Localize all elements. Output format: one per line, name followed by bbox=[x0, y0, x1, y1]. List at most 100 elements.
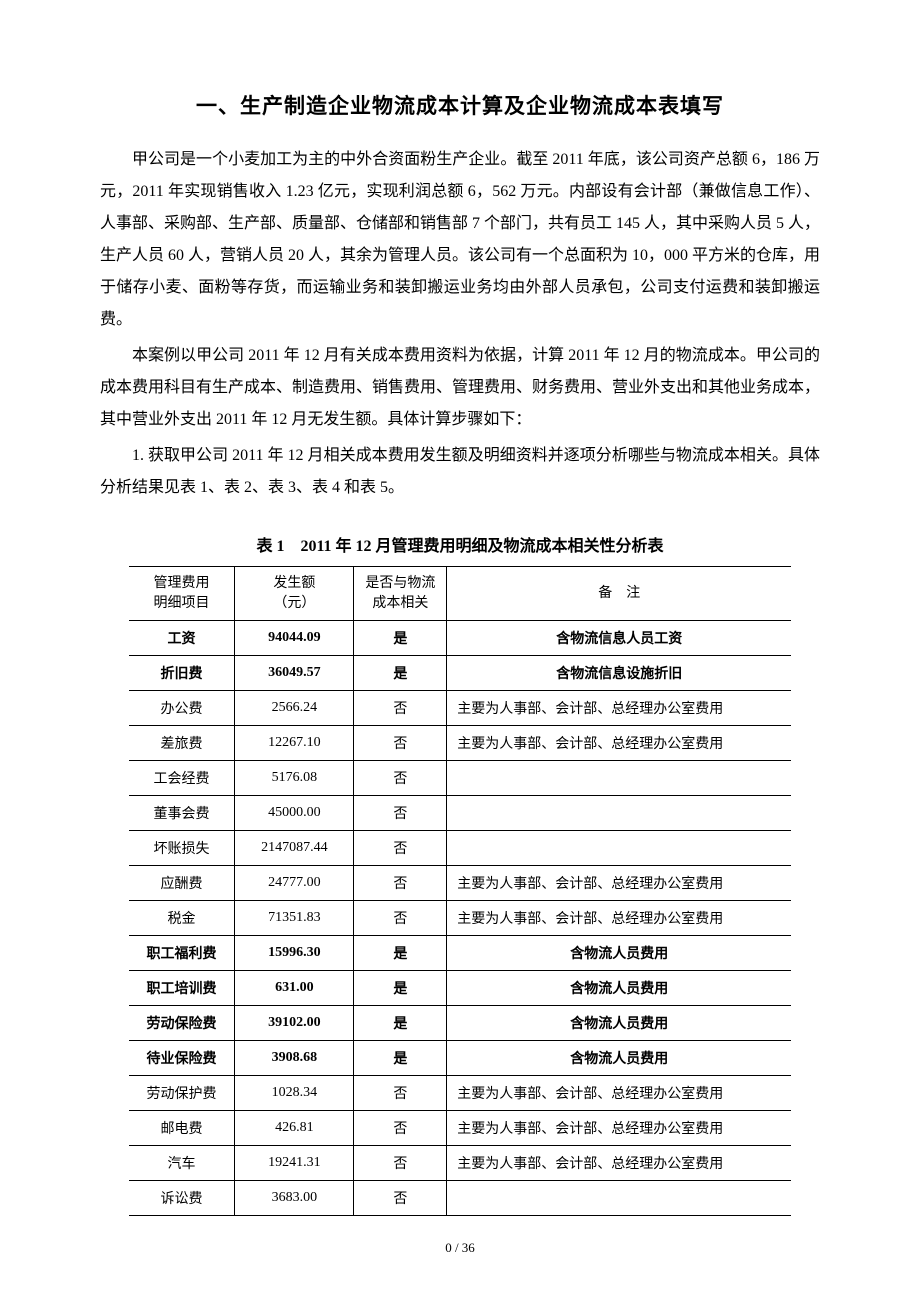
th-related-line2: 成本相关 bbox=[372, 596, 428, 611]
paragraph-3: 1. 获取甲公司 2011 年 12 月相关成本费用发生额及明细资料并逐项分析哪… bbox=[100, 440, 820, 504]
cell-related: 否 bbox=[354, 726, 447, 761]
cell-note: 主要为人事部、会计部、总经理办公室费用 bbox=[447, 1111, 791, 1146]
cell-related: 否 bbox=[354, 1146, 447, 1181]
cell-amount: 3908.68 bbox=[235, 1041, 354, 1076]
table-row: 工资94044.09是含物流信息人员工资 bbox=[129, 621, 791, 656]
cell-related: 否 bbox=[354, 761, 447, 796]
paragraph-2: 本案例以甲公司 2011 年 12 月有关成本费用资料为依据，计算 2011 年… bbox=[100, 340, 820, 436]
cell-amount: 426.81 bbox=[235, 1111, 354, 1146]
table1-header-amount: 发生额 （元） bbox=[235, 567, 354, 621]
cell-amount: 45000.00 bbox=[235, 796, 354, 831]
table-row: 劳动保险费39102.00是含物流人员费用 bbox=[129, 1006, 791, 1041]
cell-related: 是 bbox=[354, 971, 447, 1006]
cell-related: 否 bbox=[354, 866, 447, 901]
table-row: 应酬费24777.00否主要为人事部、会计部、总经理办公室费用 bbox=[129, 866, 791, 901]
cell-item: 劳动保护费 bbox=[129, 1076, 235, 1111]
cell-item: 差旅费 bbox=[129, 726, 235, 761]
cell-item: 汽车 bbox=[129, 1146, 235, 1181]
th-item-line1: 管理费用 bbox=[154, 576, 210, 591]
cell-item: 应酬费 bbox=[129, 866, 235, 901]
cell-note bbox=[447, 1181, 791, 1216]
cell-item: 办公费 bbox=[129, 691, 235, 726]
cell-amount: 3683.00 bbox=[235, 1181, 354, 1216]
cell-amount: 19241.31 bbox=[235, 1146, 354, 1181]
table1-header-item: 管理费用 明细项目 bbox=[129, 567, 235, 621]
table-row: 办公费2566.24否主要为人事部、会计部、总经理办公室费用 bbox=[129, 691, 791, 726]
table-row: 税金71351.83否主要为人事部、会计部、总经理办公室费用 bbox=[129, 901, 791, 936]
table-row: 工会经费5176.08否 bbox=[129, 761, 791, 796]
cell-note: 含物流人员费用 bbox=[447, 1041, 791, 1076]
cell-note: 含物流信息设施折旧 bbox=[447, 656, 791, 691]
cell-note: 含物流信息人员工资 bbox=[447, 621, 791, 656]
cell-related: 是 bbox=[354, 1006, 447, 1041]
cell-amount: 1028.34 bbox=[235, 1076, 354, 1111]
cell-note: 主要为人事部、会计部、总经理办公室费用 bbox=[447, 1076, 791, 1111]
cell-item: 职工培训费 bbox=[129, 971, 235, 1006]
cell-amount: 5176.08 bbox=[235, 761, 354, 796]
cell-note: 主要为人事部、会计部、总经理办公室费用 bbox=[447, 1146, 791, 1181]
cell-amount: 12267.10 bbox=[235, 726, 354, 761]
cell-item: 坏账损失 bbox=[129, 831, 235, 866]
cell-note: 主要为人事部、会计部、总经理办公室费用 bbox=[447, 726, 791, 761]
table-row: 董事会费45000.00否 bbox=[129, 796, 791, 831]
table-row: 汽车19241.31否主要为人事部、会计部、总经理办公室费用 bbox=[129, 1146, 791, 1181]
cell-amount: 94044.09 bbox=[235, 621, 354, 656]
cell-related: 是 bbox=[354, 656, 447, 691]
cell-related: 否 bbox=[354, 1076, 447, 1111]
table-row: 职工培训费631.00是含物流人员费用 bbox=[129, 971, 791, 1006]
cell-related: 否 bbox=[354, 1181, 447, 1216]
page-footer: 0 / 36 bbox=[100, 1240, 820, 1256]
cell-item: 董事会费 bbox=[129, 796, 235, 831]
cell-item: 邮电费 bbox=[129, 1111, 235, 1146]
table-row: 邮电费426.81否主要为人事部、会计部、总经理办公室费用 bbox=[129, 1111, 791, 1146]
cell-related: 否 bbox=[354, 691, 447, 726]
cell-related: 是 bbox=[354, 621, 447, 656]
cell-related: 否 bbox=[354, 901, 447, 936]
cell-item: 工会经费 bbox=[129, 761, 235, 796]
table-row: 折旧费36049.57是含物流信息设施折旧 bbox=[129, 656, 791, 691]
cell-item: 诉讼费 bbox=[129, 1181, 235, 1216]
th-amount-line2: （元） bbox=[273, 596, 315, 611]
table1-header-row: 管理费用 明细项目 发生额 （元） 是否与物流 成本相关 备 注 bbox=[129, 567, 791, 621]
cell-note bbox=[447, 761, 791, 796]
cell-amount: 39102.00 bbox=[235, 1006, 354, 1041]
cell-note: 含物流人员费用 bbox=[447, 971, 791, 1006]
table1-header-related: 是否与物流 成本相关 bbox=[354, 567, 447, 621]
cell-note bbox=[447, 796, 791, 831]
table-row: 坏账损失2147087.44否 bbox=[129, 831, 791, 866]
table1-header-note: 备 注 bbox=[447, 567, 791, 621]
cell-amount: 36049.57 bbox=[235, 656, 354, 691]
cell-related: 是 bbox=[354, 1041, 447, 1076]
cell-amount: 24777.00 bbox=[235, 866, 354, 901]
cell-note: 主要为人事部、会计部、总经理办公室费用 bbox=[447, 691, 791, 726]
cell-note: 主要为人事部、会计部、总经理办公室费用 bbox=[447, 866, 791, 901]
cell-item: 工资 bbox=[129, 621, 235, 656]
cell-note: 含物流人员费用 bbox=[447, 936, 791, 971]
table1: 管理费用 明细项目 发生额 （元） 是否与物流 成本相关 备 注 工资94044… bbox=[129, 566, 791, 1216]
page-title: 一、生产制造企业物流成本计算及企业物流成本表填写 bbox=[100, 90, 820, 120]
cell-amount: 2566.24 bbox=[235, 691, 354, 726]
table-row: 劳动保护费1028.34否主要为人事部、会计部、总经理办公室费用 bbox=[129, 1076, 791, 1111]
cell-related: 否 bbox=[354, 1111, 447, 1146]
cell-related: 否 bbox=[354, 796, 447, 831]
cell-note: 含物流人员费用 bbox=[447, 1006, 791, 1041]
cell-item: 待业保险费 bbox=[129, 1041, 235, 1076]
th-related-line1: 是否与物流 bbox=[365, 576, 435, 591]
table1-body: 工资94044.09是含物流信息人员工资折旧费36049.57是含物流信息设施折… bbox=[129, 621, 791, 1216]
table-row: 职工福利费15996.30是含物流人员费用 bbox=[129, 936, 791, 971]
cell-amount: 71351.83 bbox=[235, 901, 354, 936]
cell-item: 劳动保险费 bbox=[129, 1006, 235, 1041]
table-row: 诉讼费3683.00否 bbox=[129, 1181, 791, 1216]
paragraph-1: 甲公司是一个小麦加工为主的中外合资面粉生产企业。截至 2011 年底，该公司资产… bbox=[100, 144, 820, 336]
th-item-line2: 明细项目 bbox=[154, 596, 210, 611]
cell-item: 税金 bbox=[129, 901, 235, 936]
cell-related: 否 bbox=[354, 831, 447, 866]
cell-note bbox=[447, 831, 791, 866]
cell-related: 是 bbox=[354, 936, 447, 971]
table-row: 差旅费12267.10否主要为人事部、会计部、总经理办公室费用 bbox=[129, 726, 791, 761]
th-amount-line1: 发生额 bbox=[273, 576, 315, 591]
cell-item: 职工福利费 bbox=[129, 936, 235, 971]
cell-amount: 2147087.44 bbox=[235, 831, 354, 866]
cell-amount: 15996.30 bbox=[235, 936, 354, 971]
cell-item: 折旧费 bbox=[129, 656, 235, 691]
